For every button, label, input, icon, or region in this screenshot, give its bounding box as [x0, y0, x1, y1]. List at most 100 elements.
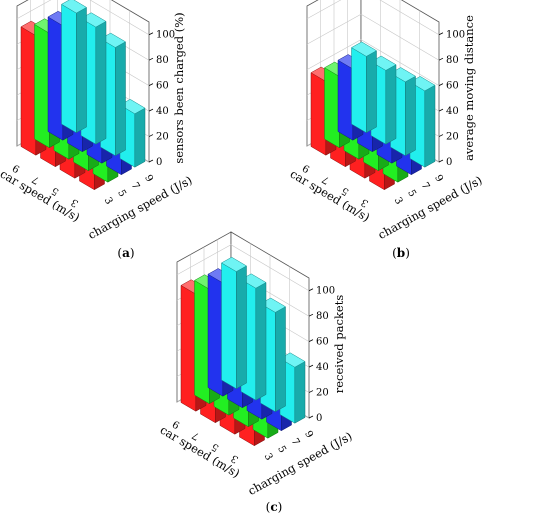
y-tick-label: 3	[392, 196, 405, 207]
y-tick-label: 9	[302, 429, 315, 440]
z-tick	[308, 339, 314, 342]
z-tick-label: 60	[446, 81, 459, 92]
z-tick-label: 100	[446, 30, 465, 41]
x-tick-label: 9	[171, 418, 182, 431]
bar-car9-charge9	[350, 41, 378, 134]
bar-top-face	[60, 0, 88, 14]
x-tick-label: 5	[50, 185, 61, 198]
bar-front-face	[351, 47, 367, 134]
panel-caption: (b)	[392, 246, 410, 260]
y-tick-label: 9	[432, 173, 445, 184]
caption-close: )	[278, 500, 283, 514]
bar-side-face	[236, 265, 247, 390]
z-tick-label: 0	[446, 157, 452, 168]
x-tick-label: 7	[190, 429, 201, 442]
x-tick-label: 7	[320, 173, 331, 186]
x-tick-label: 7	[30, 173, 41, 186]
caption-letter: b	[397, 246, 405, 260]
x-tick-label: 5	[340, 185, 351, 198]
x-tick-label: 5	[210, 441, 221, 454]
z-tick	[148, 32, 154, 36]
z-tick-label: 80	[446, 55, 459, 66]
caption-open: (	[266, 500, 271, 514]
z-tick-label: 60	[316, 337, 329, 348]
y-tick-label: 5	[115, 188, 128, 199]
z-tick	[308, 313, 314, 317]
panel-caption: (c)	[266, 500, 283, 514]
z-tick	[308, 288, 314, 292]
z-tick	[148, 159, 154, 163]
z-tick	[308, 364, 314, 368]
bar-front-face	[194, 279, 210, 405]
bar-side-face	[405, 75, 416, 157]
caption-letter: a	[122, 246, 130, 260]
bar-front-face	[47, 16, 64, 141]
y-tick-label: 5	[275, 444, 288, 455]
bar-car9-charge9	[220, 256, 248, 390]
bar-front-face	[324, 67, 340, 149]
z-tick	[438, 83, 444, 86]
z-tick-label: 100	[316, 286, 335, 297]
y-tick-label: 7	[419, 181, 432, 192]
caption-close: )	[405, 246, 410, 260]
bar-front-face	[20, 26, 37, 156]
bar-side-face	[294, 361, 306, 424]
z-tick	[308, 390, 314, 393]
bar-top-face	[220, 256, 248, 272]
z-tick	[148, 57, 154, 61]
panel-caption: (a)	[117, 246, 134, 260]
bar-side-face	[366, 50, 377, 134]
gridline	[306, 13, 440, 61]
z-axis-label: sensors been charged (%)	[172, 12, 186, 163]
z-tick-label: 20	[446, 132, 459, 143]
y-tick-label: 7	[129, 181, 142, 192]
y-tick-label: 3	[102, 196, 115, 207]
z-tick-label: 0	[156, 157, 162, 168]
bar-side-face	[134, 107, 146, 168]
z-tick-label: 40	[156, 106, 169, 117]
caption-letter: c	[270, 500, 277, 514]
z-tick	[438, 32, 444, 36]
x-tick-label: 3	[359, 196, 370, 209]
bar-side-face	[255, 282, 267, 401]
z-tick	[438, 159, 444, 163]
bar-front-face	[337, 59, 354, 141]
bar-front-face	[221, 262, 237, 390]
z-tick-label: 100	[156, 30, 175, 41]
bar-side-face	[275, 306, 286, 413]
y-tick-label: 3	[262, 452, 275, 463]
caption-open: (	[117, 246, 122, 260]
bar-front-face	[310, 72, 327, 156]
bar-front-face	[207, 273, 224, 397]
y-tick-label: 5	[405, 188, 418, 199]
caption-close: )	[130, 246, 135, 260]
bar-car9-charge9	[60, 0, 88, 134]
z-tick-label: 0	[316, 413, 322, 424]
z-tick-label: 40	[316, 362, 329, 373]
bar-side-face	[424, 84, 436, 168]
x-tick-label: 3	[229, 452, 240, 465]
z-tick	[308, 415, 314, 419]
bar-side-face	[115, 41, 126, 157]
gridline	[306, 0, 440, 35]
y-tick-label: 9	[142, 173, 155, 184]
z-tick-label: 60	[156, 81, 169, 92]
z-tick-label: 80	[316, 311, 329, 322]
z-axis-label: average moving distance	[462, 15, 476, 161]
x-tick-label: 9	[301, 162, 312, 175]
z-axis-label: received packets	[332, 295, 346, 394]
bar-side-face	[385, 64, 397, 145]
bar-front-face	[61, 3, 77, 134]
bar-top-face	[350, 41, 378, 57]
bar-front-face	[34, 23, 50, 149]
z-tick	[438, 57, 444, 61]
z-tick	[148, 134, 154, 137]
z-tick-label: 40	[446, 106, 459, 117]
bar-front-face	[180, 284, 197, 412]
caption-open: (	[392, 246, 397, 260]
z-tick	[438, 134, 444, 137]
